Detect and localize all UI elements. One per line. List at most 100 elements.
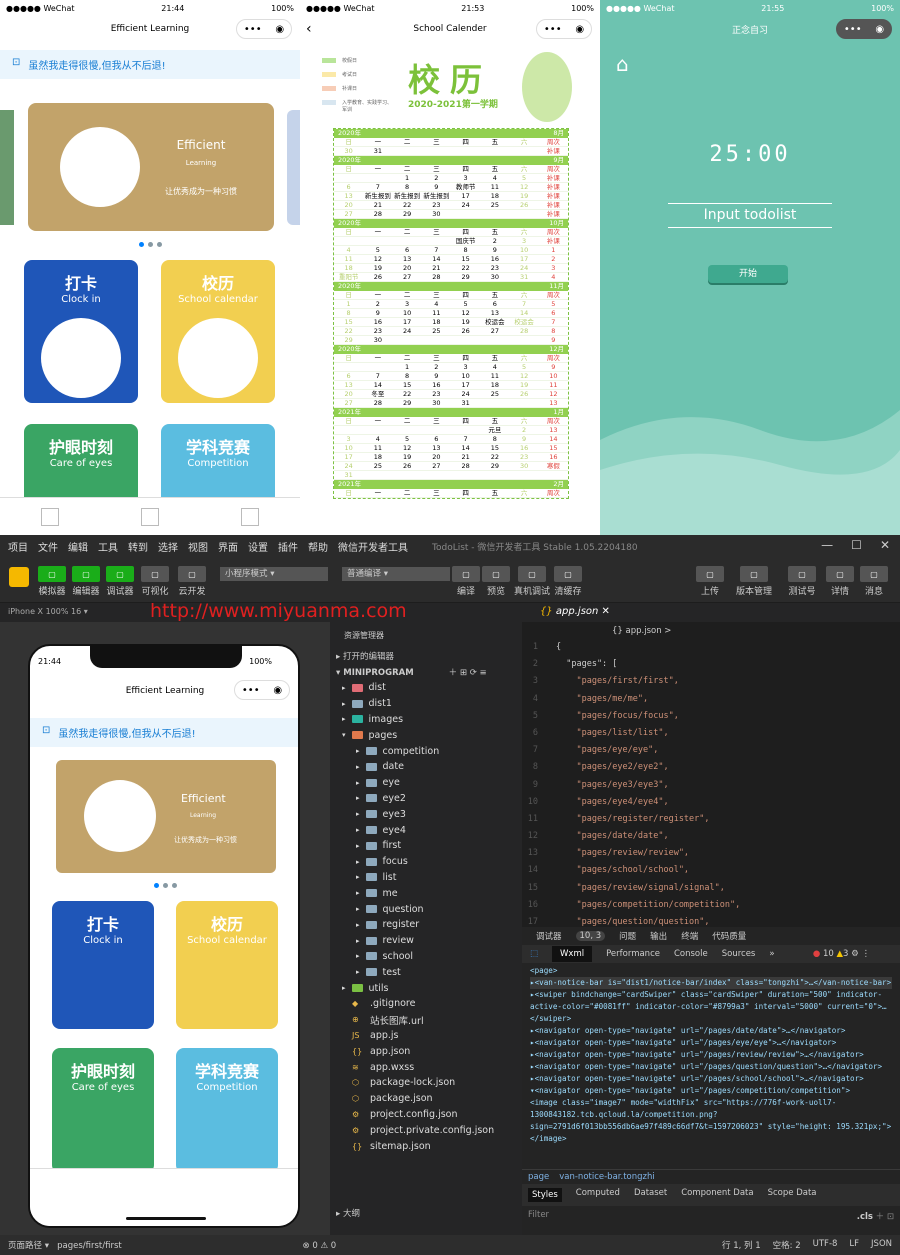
wxml-node[interactable]: ▸<navigator open-type="navigate" url="/p… bbox=[530, 1062, 883, 1071]
capsule-menu[interactable]: ••• ◉ bbox=[536, 19, 592, 39]
tree-item[interactable]: ▸ test bbox=[342, 964, 522, 980]
inspect-icon[interactable]: ⬚ bbox=[530, 949, 539, 959]
wxml-tree[interactable]: <page> ▸<van-notice-bar is="dist1/notice-… bbox=[522, 963, 900, 1169]
close-target-icon[interactable]: ◉ bbox=[275, 23, 285, 35]
more-icon[interactable]: ••• bbox=[843, 23, 862, 35]
tree-item[interactable]: ▸ me bbox=[342, 885, 522, 901]
menu-item[interactable]: 选择 bbox=[158, 542, 178, 554]
menu-item[interactable]: 转到 bbox=[128, 542, 148, 554]
tab-icon-3[interactable] bbox=[241, 507, 259, 526]
status-item[interactable]: JSON bbox=[871, 1239, 892, 1249]
wxml-node[interactable]: <image class="image7" mode="widthFix" sr… bbox=[530, 1098, 892, 1143]
filter-input[interactable]: Filter bbox=[528, 1210, 550, 1220]
open-editors[interactable]: ▸ 打开的编辑器 bbox=[336, 652, 394, 662]
styles-filter[interactable]: Filter .cls ＋ ⊡ bbox=[528, 1210, 894, 1222]
toolbar-button[interactable]: ▢ 测试号 bbox=[788, 566, 816, 597]
capsule-menu[interactable]: ••• ◉ bbox=[234, 680, 290, 700]
status-item[interactable]: 空格: 2 bbox=[772, 1241, 801, 1251]
wxml-node[interactable]: ▸<navigator open-type="navigate" url="/p… bbox=[530, 1050, 864, 1059]
start-button[interactable]: 开始 bbox=[708, 265, 788, 283]
wxml-node[interactable]: ▸<van-notice-bar is="dist1/notice-bar/in… bbox=[530, 977, 892, 989]
devtools-tab[interactable]: Performance bbox=[606, 949, 660, 959]
tree-item[interactable]: ▸ list bbox=[342, 870, 522, 886]
card-school-calendar[interactable]: 校历 School calendar bbox=[161, 260, 275, 403]
tree-item[interactable]: ▸ register bbox=[342, 917, 522, 933]
tree-item[interactable]: JS app.js bbox=[342, 1028, 522, 1044]
home-icon[interactable]: ⌂ bbox=[616, 52, 629, 76]
wxml-node[interactable]: <page> bbox=[530, 966, 558, 975]
menu-item[interactable]: 编辑 bbox=[68, 542, 88, 554]
menu-item[interactable]: 设置 bbox=[248, 542, 268, 554]
tree-item[interactable]: {} app.json bbox=[342, 1043, 522, 1059]
tree-item[interactable]: ▸ question bbox=[342, 901, 522, 917]
tree-item[interactable]: ▸ focus bbox=[342, 854, 522, 870]
more-icon[interactable]: ••• bbox=[241, 684, 260, 696]
close-icon[interactable]: ✕ bbox=[879, 538, 890, 552]
notice-bar[interactable]: ⊡ 虽然我走得很慢,但我从不后退! bbox=[30, 718, 298, 747]
tree-item[interactable]: ▸ dist1 bbox=[342, 696, 522, 712]
menu-item[interactable]: 插件 bbox=[278, 542, 298, 554]
tree-item[interactable]: ◆ .gitignore bbox=[342, 996, 522, 1012]
tree-item[interactable]: ⚙ project.config.json bbox=[342, 1107, 522, 1123]
banner-card[interactable]: Efficient Learning 让优秀成为一种习惯 bbox=[56, 760, 276, 873]
more-icon[interactable]: ••• bbox=[243, 23, 262, 35]
menu-item[interactable]: 视图 bbox=[188, 542, 208, 554]
tree-item[interactable]: ⚙ project.private.config.json bbox=[342, 1122, 522, 1138]
tree-item[interactable]: ⬡ package-lock.json bbox=[342, 1075, 522, 1091]
menu-item[interactable]: 文件 bbox=[38, 542, 58, 554]
debug-tab[interactable]: 输出 bbox=[650, 932, 668, 942]
debug-tab[interactable]: 调试器 bbox=[536, 932, 562, 942]
code-editor[interactable]: {} app.json > 1{2 "pages": [3 "pages/fir… bbox=[522, 622, 900, 927]
tab-icon-2[interactable] bbox=[141, 507, 159, 526]
tree-item[interactable]: ≋ app.wxss bbox=[342, 1059, 522, 1075]
dom-path-item[interactable]: van-notice-bar.tongzhi bbox=[559, 1172, 655, 1182]
devtools-tab[interactable]: » bbox=[769, 949, 775, 959]
wxml-node[interactable]: ▾<navigator open-type="navigate" url="/p… bbox=[530, 1086, 851, 1095]
maximize-icon[interactable]: ☐ bbox=[851, 538, 862, 552]
toolbar-button[interactable]: ▢ 云开发 bbox=[178, 566, 206, 597]
status-item[interactable]: UTF-8 bbox=[812, 1239, 838, 1249]
toolbar-button[interactable]: ▢ 版本管理 bbox=[736, 566, 772, 597]
tree-item[interactable]: ⊕ 站长图库.url bbox=[342, 1012, 522, 1028]
card-clock-in[interactable]: 打卡 Clock in bbox=[52, 901, 154, 1029]
tree-item[interactable]: ▸ eye4 bbox=[342, 822, 522, 838]
tree-item[interactable]: {} sitemap.json bbox=[342, 1138, 522, 1154]
toolbar-button[interactable]: ▢ 详情 bbox=[826, 566, 854, 597]
debug-tab[interactable]: 终端 bbox=[681, 932, 699, 942]
wxml-node[interactable]: ▸<navigator open-type="navigate" url="/p… bbox=[530, 1074, 864, 1083]
tree-item[interactable]: ▸ eye bbox=[342, 775, 522, 791]
tree-item[interactable]: ▸ competition bbox=[342, 743, 522, 759]
tree-item[interactable]: ▸ date bbox=[342, 759, 522, 775]
tree-item[interactable]: ▸ utils bbox=[342, 980, 522, 996]
menu-item[interactable]: 界面 bbox=[218, 542, 238, 554]
devtools-tab[interactable]: Wxml bbox=[552, 946, 593, 962]
styles-tab[interactable]: Computed bbox=[575, 1188, 620, 1198]
card-clock-in[interactable]: 打卡 Clock in bbox=[24, 260, 138, 403]
tree-item[interactable]: ▸ school bbox=[342, 949, 522, 965]
card-school-calendar[interactable]: 校历 School calendar bbox=[176, 901, 278, 1029]
tree-item[interactable]: ▸ eye2 bbox=[342, 791, 522, 807]
styles-tab[interactable]: Scope Data bbox=[767, 1188, 817, 1198]
tree-item[interactable]: ▾ pages bbox=[342, 727, 522, 743]
menu-item[interactable]: 帮助 bbox=[308, 542, 328, 554]
back-icon[interactable]: ‹ bbox=[306, 21, 312, 37]
error-counts[interactable]: ● 10 ▲3 ⚙ ⋮ bbox=[812, 949, 870, 959]
card-eye-care[interactable]: 护眼时刻 Care of eyes bbox=[52, 1048, 154, 1173]
toolbar-button[interactable]: ▢ 编译 bbox=[452, 566, 480, 597]
cls-toggle[interactable]: .cls bbox=[856, 1212, 873, 1222]
toolbar-button[interactable]: ▢ 清缓存 bbox=[554, 566, 582, 597]
styles-tab[interactable]: Component Data bbox=[681, 1188, 754, 1198]
tree-item[interactable]: ▸ eye3 bbox=[342, 806, 522, 822]
mode-select[interactable]: 小程序模式 ▾ bbox=[220, 567, 328, 581]
more-icon[interactable]: ••• bbox=[543, 23, 562, 35]
toolbar-button[interactable]: ▢ 真机调试 bbox=[514, 566, 550, 597]
status-item[interactable]: LF bbox=[849, 1239, 860, 1249]
card-competition[interactable]: 学科竞赛 Competition bbox=[176, 1048, 278, 1173]
banner-card[interactable]: Efficient Learning 让优秀成为一种习惯 bbox=[28, 103, 274, 231]
tree-item[interactable]: ▸ dist bbox=[342, 680, 522, 696]
toolbar-button[interactable]: ▢ 调试器 bbox=[106, 566, 134, 597]
capsule-menu[interactable]: ••• ◉ bbox=[236, 19, 292, 39]
menu-item[interactable]: 微信开发者工具 bbox=[338, 542, 408, 554]
tree-item[interactable]: ⬡ package.json bbox=[342, 1091, 522, 1107]
tab-icon-1[interactable] bbox=[41, 507, 59, 526]
